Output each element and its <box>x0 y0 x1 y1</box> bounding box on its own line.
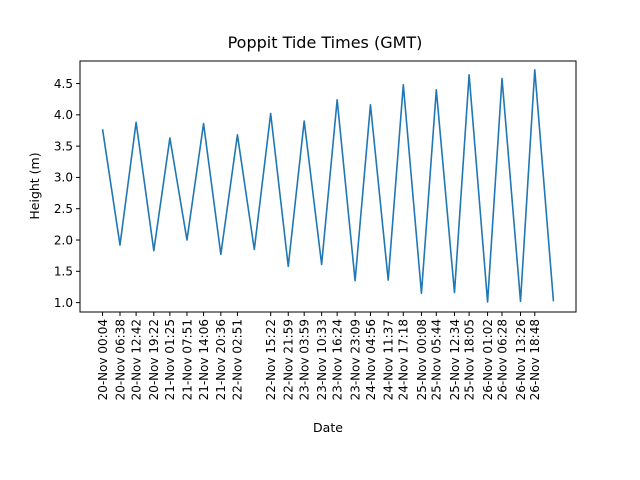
x-axis: 20-Nov 00:04 20-Nov 06:38 20-Nov 12:42 20-N… <box>96 312 542 400</box>
x-tick-label: 22-Nov 21:59 <box>282 319 296 400</box>
x-tick-label: 23-Nov 23:09 <box>348 319 362 400</box>
x-tick-label: 26-Nov 13:26 <box>514 319 528 400</box>
y-tick-label: 3.5 <box>54 139 73 153</box>
x-tick-label: 20-Nov 12:42 <box>129 319 143 400</box>
y-tick-label: 2.0 <box>54 233 73 247</box>
x-tick-label: 25-Nov 05:44 <box>430 319 444 400</box>
x-tick-label: 21-Nov 20:36 <box>214 319 228 400</box>
x-tick-label: 22-Nov 02:51 <box>231 319 245 400</box>
x-tick-label: 21-Nov 01:25 <box>163 319 177 400</box>
x-tick-label: 25-Nov 12:34 <box>448 319 462 400</box>
y-tick-label: 4.0 <box>54 108 73 122</box>
x-tick-label: 24-Nov 11:37 <box>382 319 396 400</box>
y-axis: 1.0 1.5 2.0 2.5 3.0 3.5 4.0 4.5 <box>54 77 80 310</box>
x-tick-label: 24-Nov 04:56 <box>364 319 378 400</box>
x-tick-label: 23-Nov 10:33 <box>315 319 329 400</box>
chart-title: Poppit Tide Times (GMT) <box>228 33 423 52</box>
y-tick-label: 1.5 <box>54 265 73 279</box>
x-tick-label: 25-Nov 00:08 <box>415 319 429 400</box>
x-tick-label: 20-Nov 00:04 <box>96 319 110 400</box>
x-tick-label: 26-Nov 06:28 <box>495 319 509 400</box>
y-tick-label: 1.0 <box>54 296 73 310</box>
x-tick-label: 23-Nov 03:59 <box>297 319 311 400</box>
y-tick-label: 3.0 <box>54 171 73 185</box>
y-tick-label: 2.5 <box>54 202 73 216</box>
x-tick-label: 24-Nov 17:18 <box>397 319 411 400</box>
x-tick-label: 26-Nov 18:48 <box>528 319 542 400</box>
y-tick-label: 4.5 <box>54 77 73 91</box>
x-tick-label: 20-Nov 06:38 <box>113 319 127 400</box>
axes-frame <box>79 60 577 313</box>
x-tick-label: 22-Nov 15:22 <box>264 319 278 400</box>
x-axis-label: Date <box>313 420 343 435</box>
x-tick-label: 26-Nov 01:02 <box>481 319 495 400</box>
x-tick-label: 23-Nov 16:24 <box>330 319 344 400</box>
y-axis-label: Height (m) <box>27 152 42 219</box>
series-line <box>101 68 555 303</box>
plot-area <box>79 60 577 313</box>
x-tick-label: 20-Nov 19:22 <box>147 319 161 400</box>
x-tick-label: 21-Nov 07:51 <box>180 319 194 400</box>
x-tick-label: 21-Nov 14:06 <box>197 319 211 400</box>
x-tick-label: 25-Nov 18:05 <box>462 319 476 400</box>
